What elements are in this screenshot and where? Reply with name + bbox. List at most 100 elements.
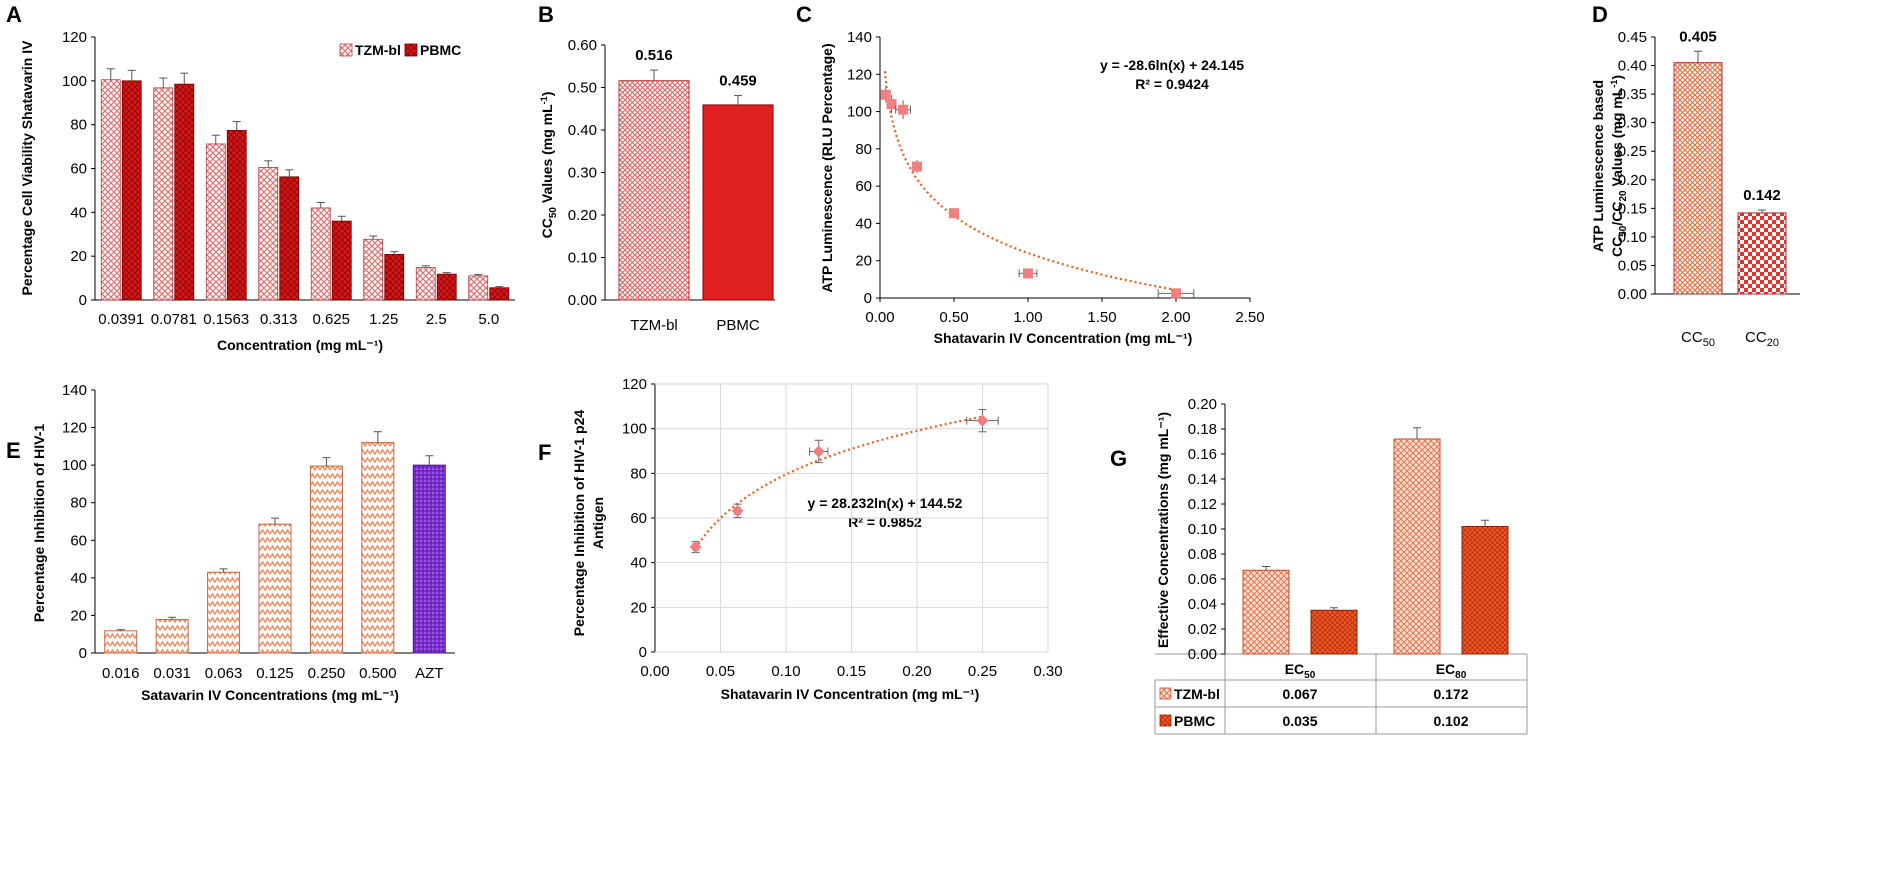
b-y-tick: 0.30 xyxy=(568,165,597,182)
e-bar xyxy=(155,619,189,654)
d-y-tick: 0.00 xyxy=(1618,286,1647,303)
g-y-tick: 0.02 xyxy=(1188,621,1217,638)
f-x-tick: 0.30 xyxy=(1033,663,1062,680)
b-data-label: 0.516 xyxy=(635,47,673,64)
a-bar-tzm xyxy=(468,275,489,301)
e-bar xyxy=(361,442,395,654)
d-y-label-line1: ATP Luminescence based xyxy=(1590,80,1606,252)
e-y-tick: 0 xyxy=(79,645,87,662)
d-y-tick: 0.30 xyxy=(1618,115,1647,132)
b-x-tick: PBMC xyxy=(716,317,760,334)
a-x-tick: 5.0 xyxy=(478,311,499,328)
e-y-tick: 40 xyxy=(70,570,87,587)
a-bar-tzm xyxy=(415,267,436,301)
c-point xyxy=(880,89,891,100)
d-bar xyxy=(1673,62,1723,295)
c-point xyxy=(949,208,959,219)
f-y-label-line2: Antigen xyxy=(590,497,606,549)
a-x-tick: 1.25 xyxy=(369,311,398,328)
d-y-tick: 0.15 xyxy=(1618,200,1647,217)
a-bar-pbmc xyxy=(436,273,457,301)
g-table-swatch-pbmc xyxy=(1159,714,1172,727)
c-y-tick: 100 xyxy=(847,104,872,121)
a-bar-tzm xyxy=(310,207,331,301)
f-y-tick: 20 xyxy=(630,599,647,616)
g-bar-pbmc xyxy=(1310,609,1358,655)
panel-letter-c: C xyxy=(796,2,812,27)
g-y-tick: 0.20 xyxy=(1188,396,1217,413)
f-y-tick: 80 xyxy=(630,465,647,482)
f-point xyxy=(731,504,744,517)
a-bar-pbmc xyxy=(174,83,195,301)
d-y-tick: 0.25 xyxy=(1618,143,1647,160)
f-trend-equation: y = 28.232ln(x) + 144.52 xyxy=(808,495,963,511)
panel-letter-d: D xyxy=(1592,2,1608,27)
e-bar xyxy=(104,630,138,654)
g-table-swatch-tzm xyxy=(1159,687,1172,700)
f-x-tick: 0.15 xyxy=(837,663,866,680)
f-y-tick: 120 xyxy=(622,376,647,393)
g-y-tick: 0.00 xyxy=(1188,646,1217,663)
c-y-tick: 0 xyxy=(864,290,872,307)
g-bar-pbmc xyxy=(1461,526,1509,655)
d-y-label-line2: CC50/CC20 Values (mg mL-1) xyxy=(1609,75,1629,257)
a-bar-pbmc xyxy=(384,254,405,301)
d-x-tick-cc20: CC20 xyxy=(1745,329,1779,349)
e-y-tick: 80 xyxy=(70,495,87,512)
c-y-tick: 20 xyxy=(855,253,872,270)
panel-d-chart: ATP Luminescence based CC50/CC20 Values … xyxy=(1590,28,1800,349)
a-bar-tzm xyxy=(205,143,226,301)
a-legend-swatch-pbmc xyxy=(404,43,418,57)
panel-g-chart: Effective Concentrations (mg mL⁻¹) EC50 … xyxy=(1154,396,1528,735)
a-bar-tzm xyxy=(100,79,121,301)
a-y-label: Percentage Cell Viability Shatavarin IV xyxy=(19,40,35,296)
g-y-tick: 0.04 xyxy=(1188,596,1217,613)
f-point xyxy=(689,541,702,554)
d-data-label: 0.142 xyxy=(1743,187,1781,204)
a-bar-tzm xyxy=(258,167,279,301)
d-y-tick: 0.40 xyxy=(1618,58,1647,75)
a-x-tick: 0.1563 xyxy=(203,311,249,328)
e-x-label: Satavarin IV Concentrations (mg mL⁻¹) xyxy=(141,687,399,703)
b-y-tick: 0.20 xyxy=(568,207,597,224)
c-x-tick: 1.50 xyxy=(1087,309,1116,326)
a-x-tick: 0.0391 xyxy=(98,311,144,328)
e-x-tick: 0.250 xyxy=(308,665,346,682)
e-x-tick: 0.500 xyxy=(359,665,397,682)
panel-c-chart: ATP Luminescence (RLU Percentage) Shatav… xyxy=(819,29,1265,346)
e-x-tick: 0.063 xyxy=(205,665,243,682)
c-point xyxy=(886,99,897,110)
e-bar-azt xyxy=(412,464,446,654)
c-y-tick: 140 xyxy=(847,29,872,46)
f-point xyxy=(812,445,825,458)
g-cell-pbmc-ec50: 0.035 xyxy=(1282,713,1317,729)
b-y-tick: 0.50 xyxy=(568,80,597,97)
g-y-tick: 0.18 xyxy=(1188,421,1217,438)
panel-letter-a: A xyxy=(6,2,22,27)
c-y-tick: 80 xyxy=(855,141,872,158)
c-y-label: ATP Luminescence (RLU Percentage) xyxy=(819,43,835,292)
c-x-tick: 0.50 xyxy=(939,309,968,326)
e-y-label: Percentage Inhibition of HIV-1 xyxy=(31,424,47,623)
a-bar-tzm xyxy=(363,238,384,301)
g-y-tick: 0.06 xyxy=(1188,571,1217,588)
panel-e-chart: Percentage Inhibition of HIV-1 Satavarin… xyxy=(31,382,455,703)
a-x-label: Concentration (mg mL⁻¹) xyxy=(217,337,383,353)
e-x-tick: 0.125 xyxy=(256,665,294,682)
panel-letter-g: G xyxy=(1110,446,1127,471)
g-y-label: Effective Concentrations (mg mL⁻¹) xyxy=(1155,412,1171,648)
c-point xyxy=(1023,268,1033,279)
f-trendline xyxy=(694,415,983,549)
f-point xyxy=(976,414,989,427)
c-point xyxy=(898,104,909,115)
d-x-tick-cc50: CC50 xyxy=(1681,329,1715,349)
f-x-tick: 0.20 xyxy=(902,663,931,680)
g-y-tick: 0.10 xyxy=(1188,521,1217,538)
f-x-tick: 0.05 xyxy=(706,663,735,680)
b-bar xyxy=(618,80,690,301)
f-y-tick: 100 xyxy=(622,421,647,438)
f-y-tick: 60 xyxy=(630,510,647,527)
d-y-tick: 0.35 xyxy=(1618,86,1647,103)
a-legend-swatch-tzm xyxy=(339,43,353,57)
